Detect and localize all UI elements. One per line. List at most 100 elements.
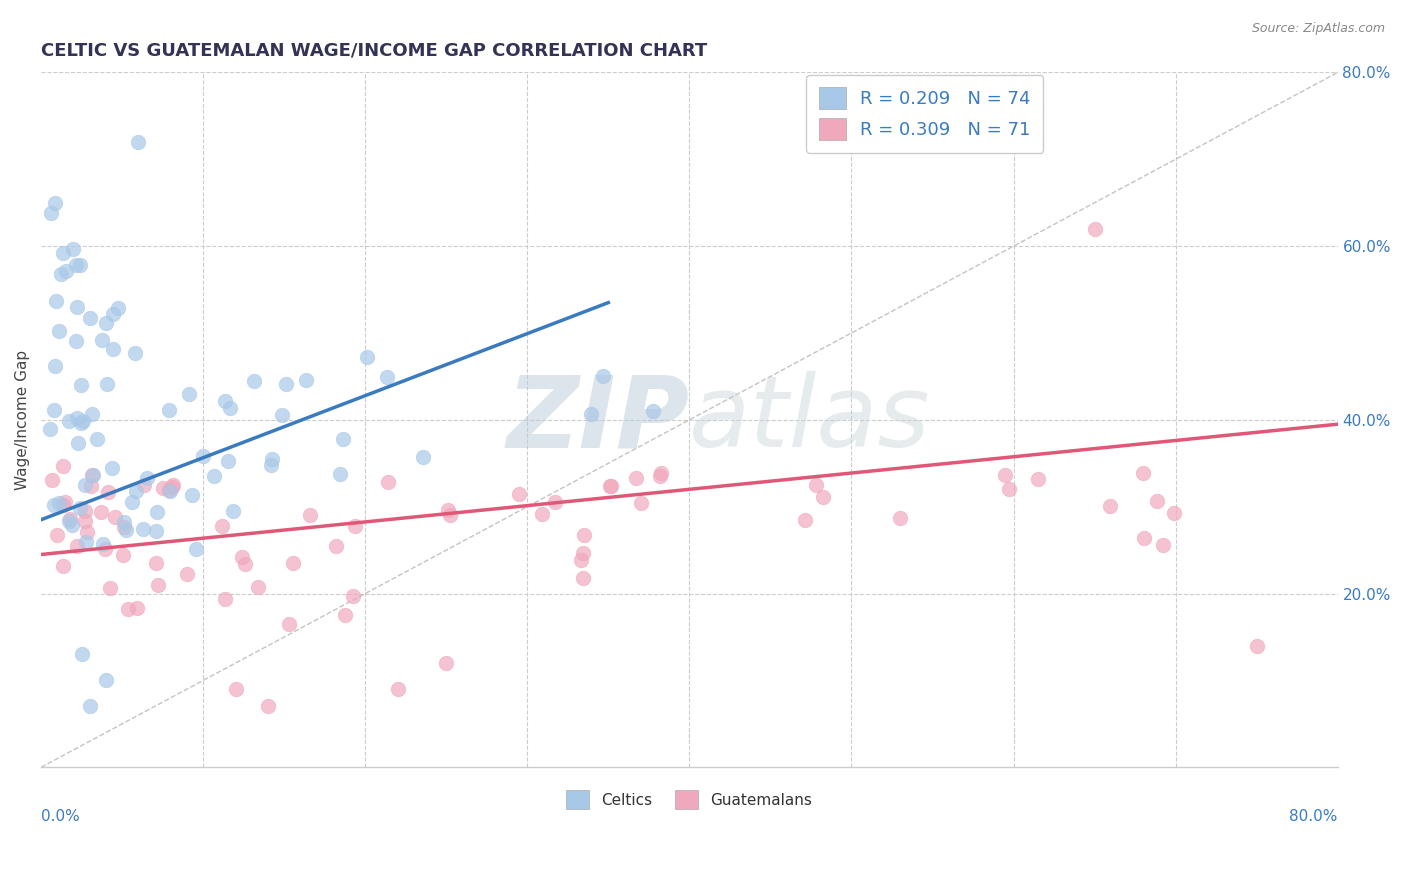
Point <box>66 436 89 450</box>
Point <box>508 487 530 501</box>
Point <box>243 374 266 388</box>
Point <box>1246 639 1268 653</box>
Text: Source: ZipAtlas.com: Source: ZipAtlas.com <box>1251 22 1385 36</box>
Point <box>813 490 835 504</box>
Point <box>599 479 621 493</box>
Point <box>225 682 247 697</box>
Point <box>260 458 283 472</box>
Point <box>82 407 104 421</box>
Point <box>889 511 911 525</box>
Point <box>44 403 66 417</box>
Point <box>127 135 149 149</box>
Point <box>332 432 354 446</box>
Point <box>96 377 118 392</box>
Point <box>342 589 364 603</box>
Point <box>1026 472 1049 486</box>
Point <box>530 508 553 522</box>
Point <box>136 470 159 484</box>
Point <box>994 467 1017 482</box>
Point <box>51 267 73 281</box>
Point <box>643 404 665 418</box>
Point <box>132 478 155 492</box>
Point <box>79 310 101 325</box>
Point <box>76 524 98 539</box>
Point <box>202 469 225 483</box>
Point <box>44 196 66 211</box>
Point <box>70 648 93 662</box>
Point <box>146 504 169 518</box>
Point <box>152 482 174 496</box>
Point <box>65 258 87 272</box>
Point <box>53 495 76 509</box>
Point <box>544 495 567 509</box>
Point <box>1133 531 1156 545</box>
Y-axis label: Wage/Income Gap: Wage/Income Gap <box>15 350 30 490</box>
Point <box>377 475 399 489</box>
Point <box>38 421 60 435</box>
Point <box>434 656 457 670</box>
Point <box>75 514 97 528</box>
Point <box>145 556 167 570</box>
Point <box>295 373 318 387</box>
Point <box>73 478 96 492</box>
Point <box>70 378 93 392</box>
Point <box>90 505 112 519</box>
Point <box>180 488 202 502</box>
Point <box>79 479 101 493</box>
Point <box>58 414 80 428</box>
Point <box>211 519 233 533</box>
Point <box>82 467 104 482</box>
Point <box>159 484 181 499</box>
Point <box>52 459 75 474</box>
Point <box>624 471 647 485</box>
Point <box>111 548 134 562</box>
Point <box>60 518 83 533</box>
Point <box>48 324 70 338</box>
Point <box>274 376 297 391</box>
Point <box>125 483 148 498</box>
Point <box>221 503 243 517</box>
Text: ZIP: ZIP <box>506 371 689 468</box>
Point <box>283 556 305 570</box>
Text: 80.0%: 80.0% <box>1289 809 1337 824</box>
Point <box>1132 466 1154 480</box>
Point <box>65 334 87 348</box>
Point <box>69 258 91 272</box>
Point <box>112 515 135 529</box>
Point <box>55 264 77 278</box>
Point <box>177 387 200 401</box>
Point <box>335 607 357 622</box>
Point <box>66 539 89 553</box>
Point <box>217 454 239 468</box>
Point <box>650 466 672 480</box>
Point <box>101 461 124 475</box>
Point <box>44 359 66 373</box>
Point <box>69 501 91 516</box>
Point <box>146 578 169 592</box>
Text: atlas: atlas <box>689 371 931 468</box>
Point <box>1152 538 1174 552</box>
Point <box>65 410 87 425</box>
Point <box>112 520 135 534</box>
Point <box>107 301 129 315</box>
Point <box>132 522 155 536</box>
Point <box>59 512 82 526</box>
Point <box>260 452 283 467</box>
Point <box>600 479 623 493</box>
Point <box>66 300 89 314</box>
Point <box>572 528 595 542</box>
Point <box>101 307 124 321</box>
Point <box>115 523 138 537</box>
Point <box>325 539 347 553</box>
Point <box>343 519 366 533</box>
Point <box>157 402 180 417</box>
Point <box>572 546 595 560</box>
Point <box>375 370 398 384</box>
Point <box>569 553 592 567</box>
Point <box>104 509 127 524</box>
Point <box>806 477 828 491</box>
Point <box>299 508 322 522</box>
Point <box>356 351 378 365</box>
Point <box>48 496 70 510</box>
Text: 0.0%: 0.0% <box>41 809 80 824</box>
